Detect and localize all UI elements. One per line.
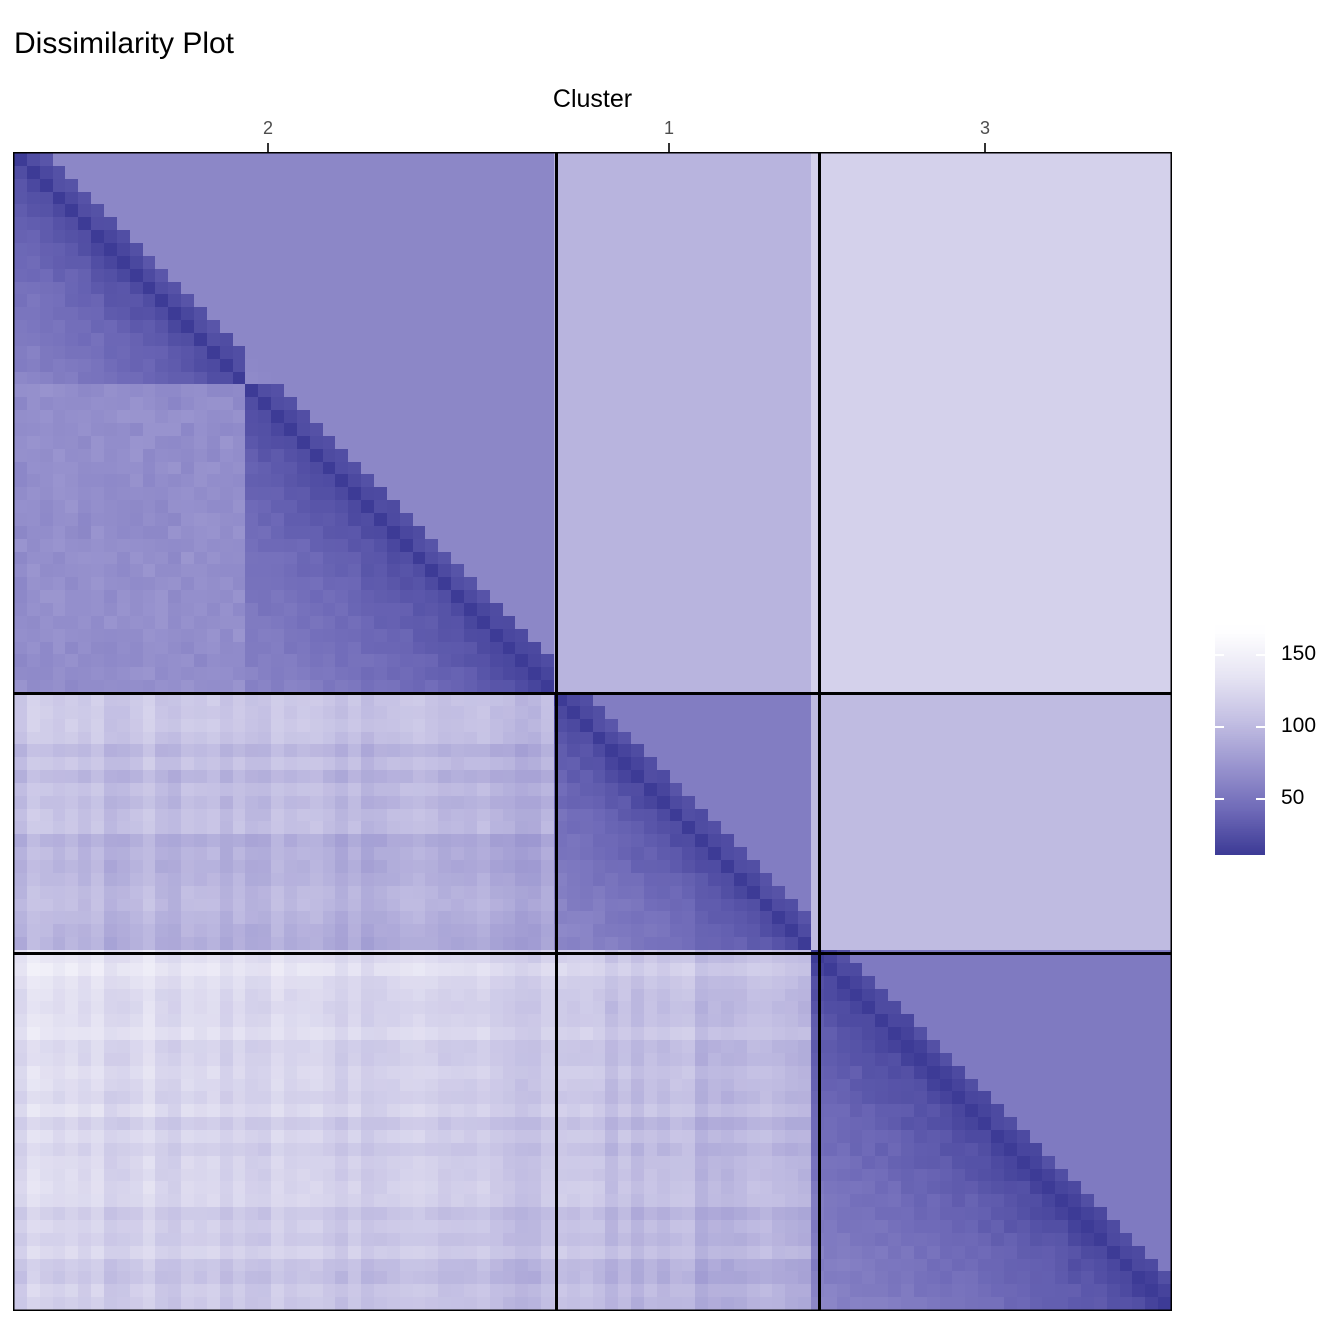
heatmap-matrix[interactable] bbox=[14, 153, 1171, 1310]
colorbar-tick-mark-left-150 bbox=[1215, 653, 1224, 656]
colorbar-tick-mark-right-100 bbox=[1256, 725, 1265, 728]
colorbar-tick-label-50: 50 bbox=[1281, 785, 1305, 809]
x-axis-title: Cluster bbox=[552, 85, 633, 113]
colorbar-tick-mark-left-100 bbox=[1215, 725, 1224, 728]
heatmap-canvas[interactable] bbox=[14, 153, 1171, 1310]
colorbar-tick-mark-right-150 bbox=[1256, 653, 1265, 656]
colorbar-tick-label-100: 100 bbox=[1281, 713, 1317, 737]
colorbar-legend: 150 100 50 bbox=[1215, 625, 1316, 855]
x-tick-label-3: 3 bbox=[979, 118, 991, 138]
colorbar-gradient bbox=[1215, 625, 1265, 855]
x-tick-label-2: 2 bbox=[262, 118, 274, 138]
cluster-separator-horizontal-1 bbox=[14, 692, 1171, 695]
x-tick-mark-1 bbox=[668, 143, 670, 152]
page-title: Dissimilarity Plot bbox=[14, 27, 235, 60]
cluster-separator-vertical-2 bbox=[818, 153, 821, 1310]
x-tick-label-1: 1 bbox=[663, 118, 675, 138]
cluster-separator-vertical-1 bbox=[555, 153, 558, 1310]
colorbar-tick-label-150: 150 bbox=[1281, 641, 1317, 665]
colorbar-tick-mark-left-50 bbox=[1215, 797, 1224, 800]
cluster-separator-horizontal-2 bbox=[14, 952, 1171, 955]
x-tick-mark-3 bbox=[984, 143, 986, 152]
colorbar-tick-mark-right-50 bbox=[1256, 797, 1265, 800]
x-tick-mark-2 bbox=[267, 143, 269, 152]
